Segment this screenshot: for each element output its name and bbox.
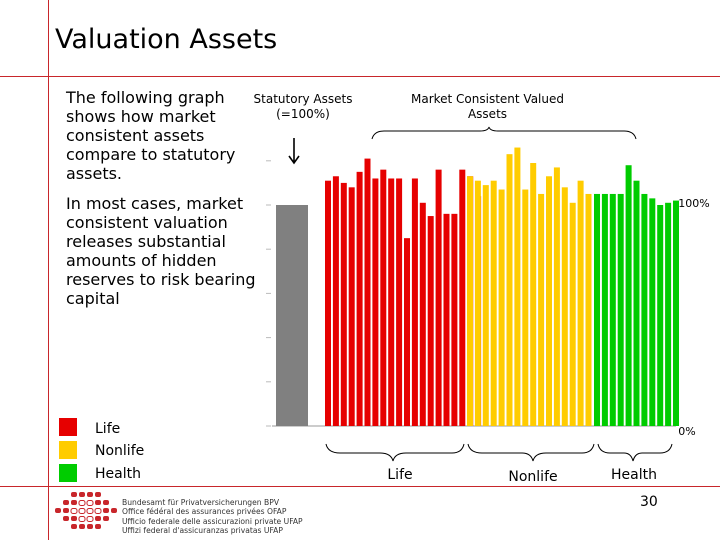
bar-nonlife-1 [467,176,473,426]
category-label-nonlife: Nonlife [508,469,558,485]
bar-health-2 [601,193,608,426]
legend-label-nonlife: Nonlife [95,443,145,459]
bar-health-3 [609,193,616,426]
bar-nonlife-2 [474,180,481,426]
bar-life-3 [340,182,347,426]
bar-life-6 [364,158,371,426]
bar-nonlife-8 [522,189,529,426]
red-vertical-rule [48,0,49,540]
bar-health-8 [649,198,656,426]
label-100-percent: 100% [678,197,710,210]
statutory-assets-bar [276,205,308,426]
bar-nonlife-9 [530,163,537,426]
bar-life-16 [443,213,450,426]
bar-nonlife-10 [538,193,545,426]
bar-nonlife-11 [546,176,552,426]
legend-swatch-health [59,464,77,482]
logo-line-4: Uffizi federal d'assicuranzas privatas U… [122,525,283,535]
red-bottom-rule [0,486,720,487]
down-arrow-icon [288,138,300,165]
legend-swatch-nonlife [59,441,77,459]
legend-swatch-life [59,418,77,436]
red-top-rule [0,76,720,77]
page-number: 30 [640,494,658,510]
bar-nonlife-13 [561,187,568,426]
bar-nonlife-12 [553,167,560,426]
bar-life-18 [459,169,466,426]
bar-life-7 [372,178,379,426]
bar-life-13 [419,202,426,426]
bar-life-2 [332,176,339,426]
market-consistent-label: Market Consistent Valued Assets [410,92,564,121]
logo-line-2: Office fédéral des assurances privées OF… [122,507,287,517]
bar-life-11 [404,238,410,426]
category-label-life: Life [387,467,413,483]
bar-nonlife-15 [577,180,584,426]
bar-nonlife-14 [569,202,576,426]
health-brace [597,443,673,462]
bar-life-14 [427,216,434,426]
bar-health-7 [641,193,648,426]
fopi-logo-icon [55,492,117,529]
legend-label-health: Health [95,466,141,482]
bar-life-15 [435,169,442,426]
logo-line-3: Ufficio federale delle assicurazioni pri… [122,516,303,526]
nonlife-brace [467,443,595,462]
bar-nonlife-4 [490,180,497,426]
bar-health-5 [625,165,632,426]
paragraph-intro: The following graph shows how market con… [66,88,236,183]
bar-life-4 [348,187,355,426]
bar-health-6 [633,180,640,426]
bar-nonlife-3 [482,185,489,426]
category-label-health: Health [611,467,657,483]
statutory-assets-label: Statutory Assets (=100%) [253,92,353,121]
bar-life-9 [388,178,395,426]
bar-life-17 [451,213,458,426]
page-title: Valuation Assets [55,24,278,55]
logo-line-1: Bundesamt für Privatversicherungen BPV [122,498,280,507]
logo-text: Bundesamt für Privatversicherungen BPV O… [122,498,303,535]
bar-life-8 [380,169,387,426]
bar-health-11 [673,200,679,426]
bar-life-5 [356,171,363,426]
bar-life-12 [411,178,418,426]
bar-life-10 [396,178,403,426]
bar-health-9 [657,205,664,426]
bar-nonlife-16 [585,193,592,426]
paragraph-conclusion: In most cases, market consistent valuati… [66,194,256,308]
bar-nonlife-5 [498,189,505,426]
top-brace [371,126,637,140]
life-brace [325,443,465,462]
bar-life-1 [325,180,331,426]
bar-health-1 [594,193,600,426]
bar-nonlife-6 [506,154,513,427]
bar-health-10 [665,202,672,426]
legend-label-life: Life [95,421,121,437]
bar-health-4 [617,193,624,426]
label-0-percent: 0% [678,425,696,438]
bar-nonlife-7 [514,147,521,427]
